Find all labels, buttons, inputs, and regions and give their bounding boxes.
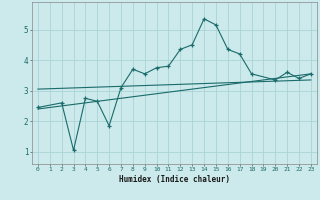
X-axis label: Humidex (Indice chaleur): Humidex (Indice chaleur) <box>119 175 230 184</box>
